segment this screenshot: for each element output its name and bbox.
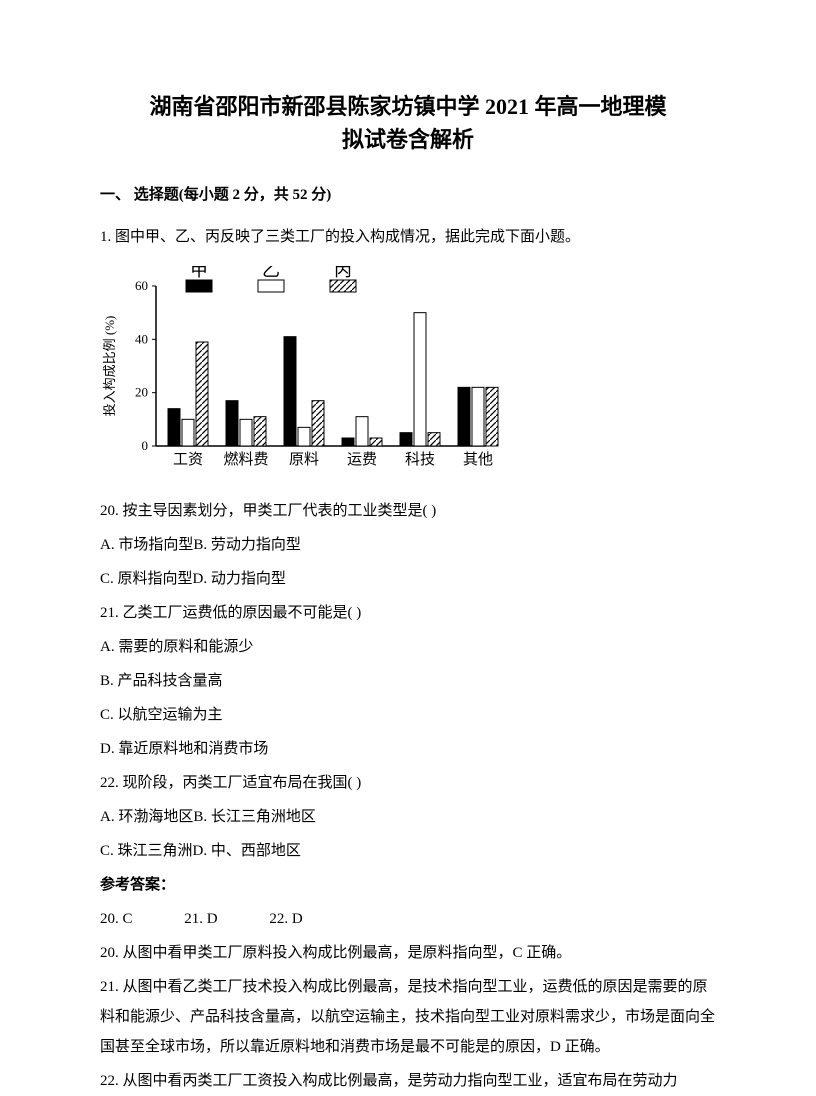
q21-option-b: B. 产品科技含量高 — [100, 666, 716, 696]
svg-text:丙: 丙 — [334, 266, 352, 280]
exam-title: 湖南省邵阳市新邵县陈家坊镇中学 2021 年高一地理模 拟试卷含解析 — [100, 90, 716, 156]
svg-text:科技: 科技 — [405, 451, 435, 468]
q21-option-d: D. 靠近原料地和消费市场 — [100, 734, 716, 764]
svg-text:60: 60 — [135, 278, 148, 293]
bar-chart: 0 20 40 60 投入构成比例 (%) 工资 燃料费 原料 运费 科技 其他 甲 乙 丙 — [100, 266, 716, 486]
q22-options-ab: A. 环渤海地区B. 长江三角洲地区 — [100, 802, 716, 832]
section-1-header: 一、 选择题(每小题 2 分，共 52 分) — [100, 180, 716, 210]
bar-chart-svg: 0 20 40 60 投入构成比例 (%) 工资 燃料费 原料 运费 科技 其他 甲 乙 丙 — [100, 266, 520, 486]
title-line-2: 拟试卷含解析 — [100, 123, 716, 156]
answer-20: 20. C — [100, 904, 133, 934]
svg-text:其他: 其他 — [463, 451, 493, 468]
svg-text:甲: 甲 — [190, 266, 208, 280]
q20: 20. 按主导因素划分，甲类工厂代表的工业类型是( ) — [100, 496, 716, 526]
q1-intro: 1. 图中甲、乙、丙反映了三类工厂的投入构成情况，据此完成下面小题。 — [100, 222, 716, 252]
svg-text:0: 0 — [142, 438, 149, 453]
q20-options-ab: A. 市场指向型B. 劳动力指向型 — [100, 530, 716, 560]
answers-line: 20. C 21. D 22. D — [100, 904, 716, 934]
q21-option-a: A. 需要的原料和能源少 — [100, 632, 716, 662]
answer-21: 21. D — [184, 904, 217, 934]
svg-text:运费: 运费 — [347, 451, 377, 468]
q22-options-cd: C. 珠江三角洲D. 中、西部地区 — [100, 836, 716, 866]
svg-text:20: 20 — [135, 385, 148, 400]
svg-text:工资: 工资 — [173, 451, 203, 468]
svg-text:投入构成比例 (%): 投入构成比例 (%) — [102, 316, 117, 417]
explanation-21: 21. 从图中看乙类工厂技术投入构成比例最高，是技术指向型工业，运费低的原因是需… — [100, 972, 716, 1062]
svg-text:40: 40 — [135, 331, 148, 346]
q20-options-cd: C. 原料指向型D. 动力指向型 — [100, 564, 716, 594]
title-line-1: 湖南省邵阳市新邵县陈家坊镇中学 2021 年高一地理模 — [100, 90, 716, 123]
svg-text:燃料费: 燃料费 — [223, 450, 268, 468]
q22: 22. 现阶段，丙类工厂适宜布局在我国( ) — [100, 768, 716, 798]
explanation-20: 20. 从图中看甲类工厂原料投入构成比例最高，是原料指向型，C 正确。 — [100, 938, 716, 968]
answer-label: 参考答案： — [100, 870, 716, 900]
q21: 21. 乙类工厂运费低的原因最不可能是( ) — [100, 598, 716, 628]
explanation-22: 22. 从图中看丙类工厂工资投入构成比例最高，是劳动力指向型工业，适宜布局在劳动… — [100, 1066, 716, 1096]
svg-text:原料: 原料 — [289, 451, 319, 468]
svg-text:乙: 乙 — [262, 266, 280, 280]
q21-option-c: C. 以航空运输为主 — [100, 700, 716, 730]
answer-22: 22. D — [269, 904, 302, 934]
